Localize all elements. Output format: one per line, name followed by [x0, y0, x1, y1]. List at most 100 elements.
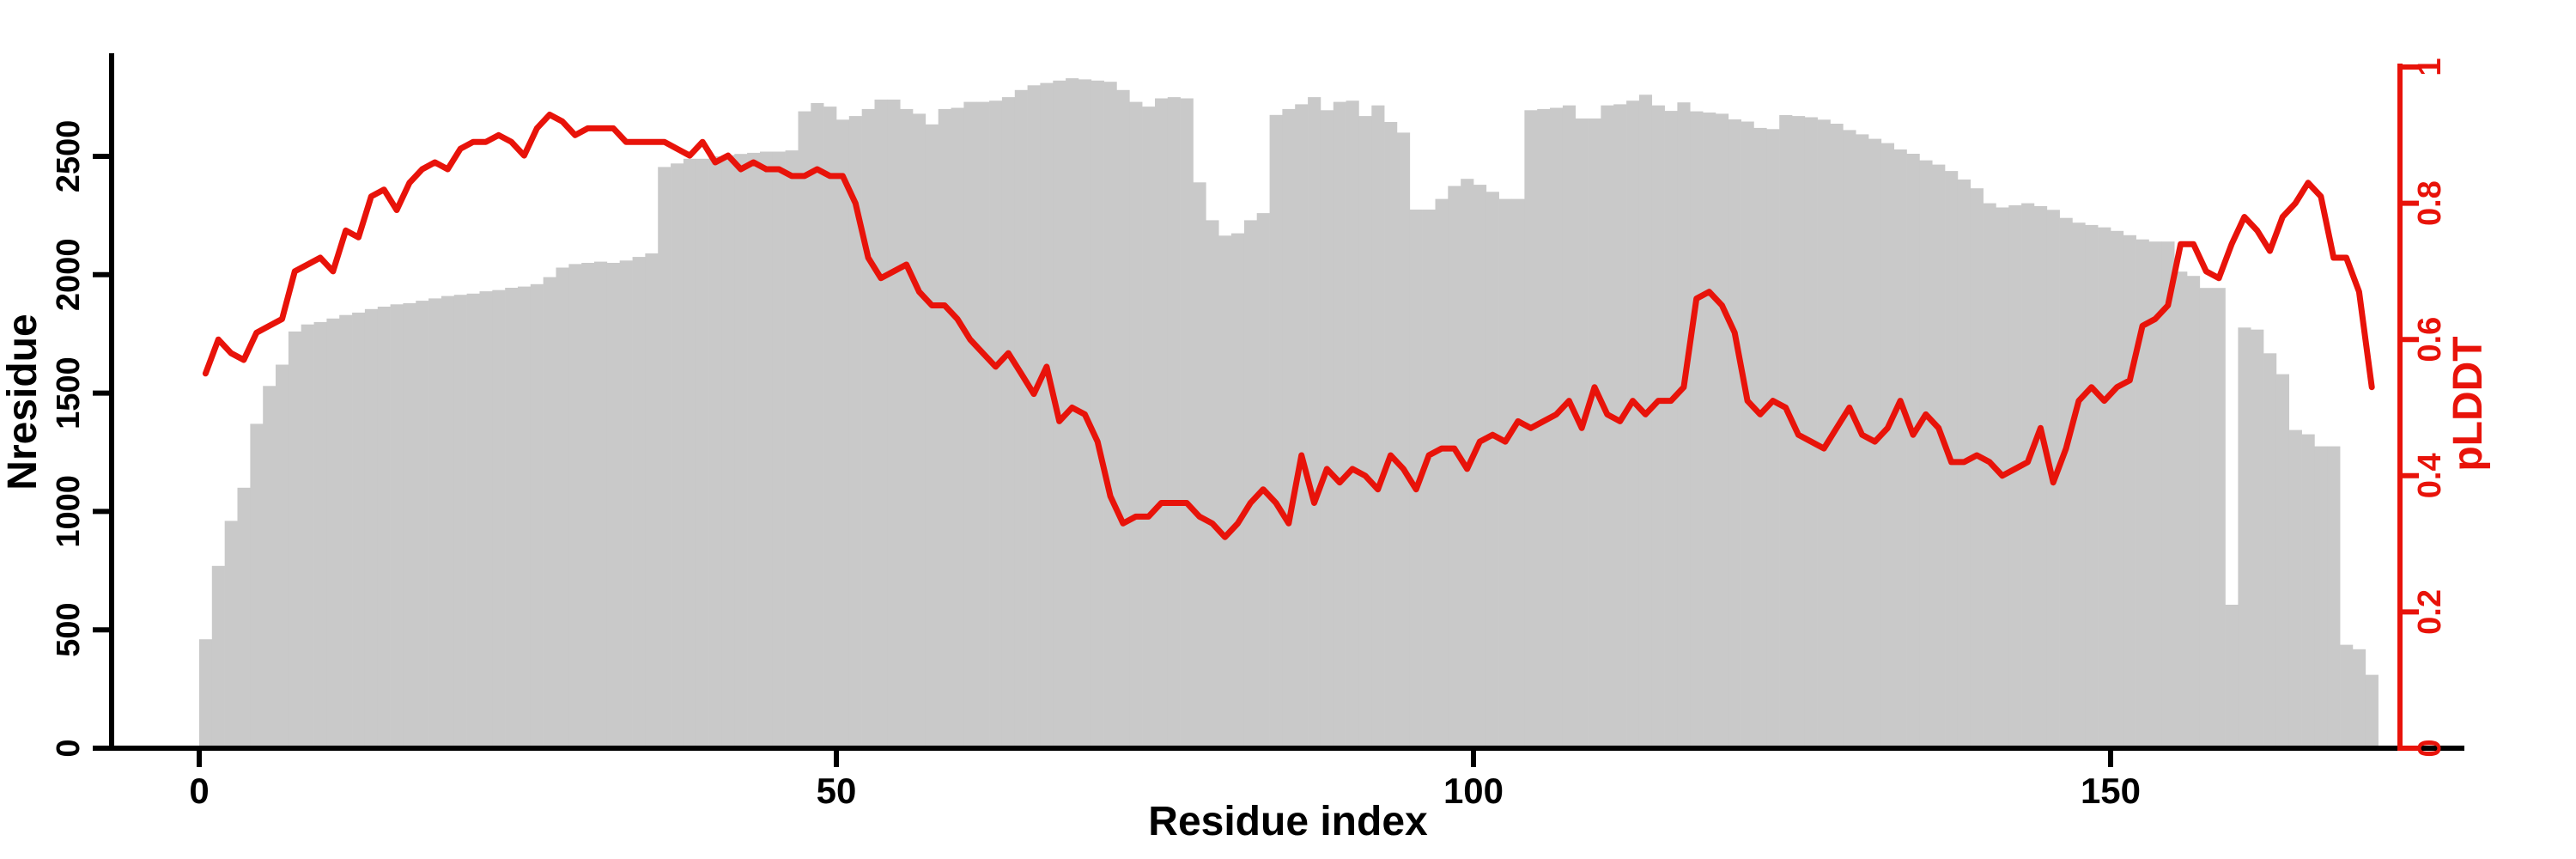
left-axis-tick-label: 0 — [51, 739, 87, 757]
nresidue-bar — [734, 154, 748, 748]
nresidue-bar — [606, 263, 621, 748]
nresidue-bar — [989, 101, 1003, 748]
nresidue-bar — [1601, 105, 1614, 748]
nresidue-bar — [887, 99, 901, 748]
nresidue-bar — [772, 151, 786, 748]
left-axis-tick-label: 2000 — [51, 239, 87, 312]
nresidue-bar — [1269, 114, 1283, 749]
nresidue-bar — [339, 314, 353, 748]
nresidue-bar — [1397, 132, 1411, 748]
nresidue-bar — [2072, 222, 2086, 748]
nresidue-bar — [963, 101, 977, 749]
nresidue-bar — [1014, 89, 1028, 749]
nresidue-bar — [2085, 224, 2099, 748]
nresidue-bar — [861, 108, 875, 748]
nresidue-bar — [836, 119, 850, 749]
right-axis-tick-label: 0.4 — [2412, 453, 2448, 498]
left-axis-title: Nresidue — [0, 314, 46, 490]
nresidue-bar — [1677, 102, 1691, 748]
nresidue-bar — [1320, 110, 1334, 749]
nresidue-bar — [1588, 118, 1601, 748]
nresidue-bar — [1728, 119, 1741, 748]
nresidue-bar — [263, 386, 276, 748]
nresidue-bar — [581, 263, 595, 748]
nresidue-bar — [2251, 329, 2264, 748]
nresidue-bar — [1537, 108, 1551, 748]
nresidue-bar — [492, 289, 506, 748]
nresidue-bar — [543, 277, 556, 749]
nresidue-bar — [925, 124, 939, 749]
nresidue-bar — [874, 99, 888, 748]
nresidue-bar — [1206, 220, 1219, 748]
nresidue-bar — [1575, 118, 1589, 748]
nresidue-bar — [1893, 149, 1907, 748]
nresidue-bar — [1295, 104, 1309, 748]
nresidue-bar — [1932, 164, 1946, 749]
nresidue-bar — [1562, 105, 1577, 748]
nresidue-bar — [747, 152, 761, 748]
right-axis-tick-label: 0.2 — [2412, 589, 2448, 635]
x-axis-tick-label: 150 — [2081, 771, 2141, 811]
nresidue-bar — [2327, 446, 2341, 748]
right-axis-tick-label: 0.6 — [2412, 317, 2448, 362]
nresidue-bar — [1167, 97, 1181, 749]
nresidue-bar — [1116, 89, 1130, 749]
nresidue-bar — [2238, 327, 2251, 748]
nresidue-bar — [2034, 205, 2048, 748]
nresidue-bar — [2111, 230, 2124, 748]
nresidue-bar — [1308, 97, 1321, 749]
nresidue-bar — [760, 151, 774, 748]
nresidue-bar — [428, 298, 442, 748]
nresidue-bar — [1817, 119, 1831, 749]
axes — [93, 53, 2464, 767]
nresidue-bar — [1422, 210, 1436, 748]
nresidue-bar — [1690, 111, 1704, 749]
nresidue-bar — [364, 308, 379, 748]
nresidue-bar — [1066, 78, 1079, 749]
nresidue-bar — [377, 307, 391, 748]
nresidue-bar — [2098, 227, 2111, 748]
nresidue-bar — [1906, 154, 1920, 748]
nresidue-bar — [2187, 276, 2201, 748]
nresidue-bar — [811, 103, 824, 748]
x-axis-title: Residue index — [1148, 799, 1428, 844]
nresidue-bar — [913, 113, 927, 748]
nresidue-bar — [1142, 107, 1156, 749]
nresidue-bar — [1243, 220, 1258, 748]
x-axis-tick-label: 100 — [1443, 771, 1504, 811]
nresidue-bar — [823, 107, 837, 749]
nresidue-bar — [441, 295, 455, 749]
nresidue-bar — [1804, 117, 1818, 748]
nresidue-bar — [416, 301, 429, 749]
nresidue-bar — [1830, 124, 1844, 748]
nresidue-bar — [721, 155, 735, 749]
nresidue-bar — [237, 487, 251, 748]
nresidue-bar — [453, 295, 467, 748]
nresidue-bar — [2288, 430, 2302, 748]
nresidue-bar — [505, 288, 519, 748]
nresidue-bar — [619, 260, 633, 748]
nresidue-bar — [556, 267, 569, 748]
nresidue-bar — [1919, 160, 1933, 748]
nresidue-bar — [2123, 235, 2136, 748]
nresidue-bar — [1231, 233, 1245, 749]
nresidue-bar — [683, 158, 697, 749]
nresidue-bar — [1766, 129, 1780, 749]
nresidue-bar — [276, 364, 289, 748]
nresidue-bar — [1371, 105, 1385, 748]
nresidue-bar — [2021, 203, 2035, 749]
nresidue-bar — [301, 324, 314, 748]
nresidue-bar — [785, 150, 799, 749]
left-axis-tick-label: 1000 — [51, 475, 87, 548]
nresidue-bar — [326, 318, 340, 748]
nresidue-bar — [1664, 111, 1678, 749]
nresidue-bar — [900, 108, 914, 748]
nresidue-bar — [352, 312, 366, 748]
nresidue-bar — [1409, 210, 1423, 748]
nresidue-bar — [951, 107, 964, 748]
nresidue-bar — [1856, 134, 1869, 748]
nresidue-bar — [2161, 241, 2175, 748]
